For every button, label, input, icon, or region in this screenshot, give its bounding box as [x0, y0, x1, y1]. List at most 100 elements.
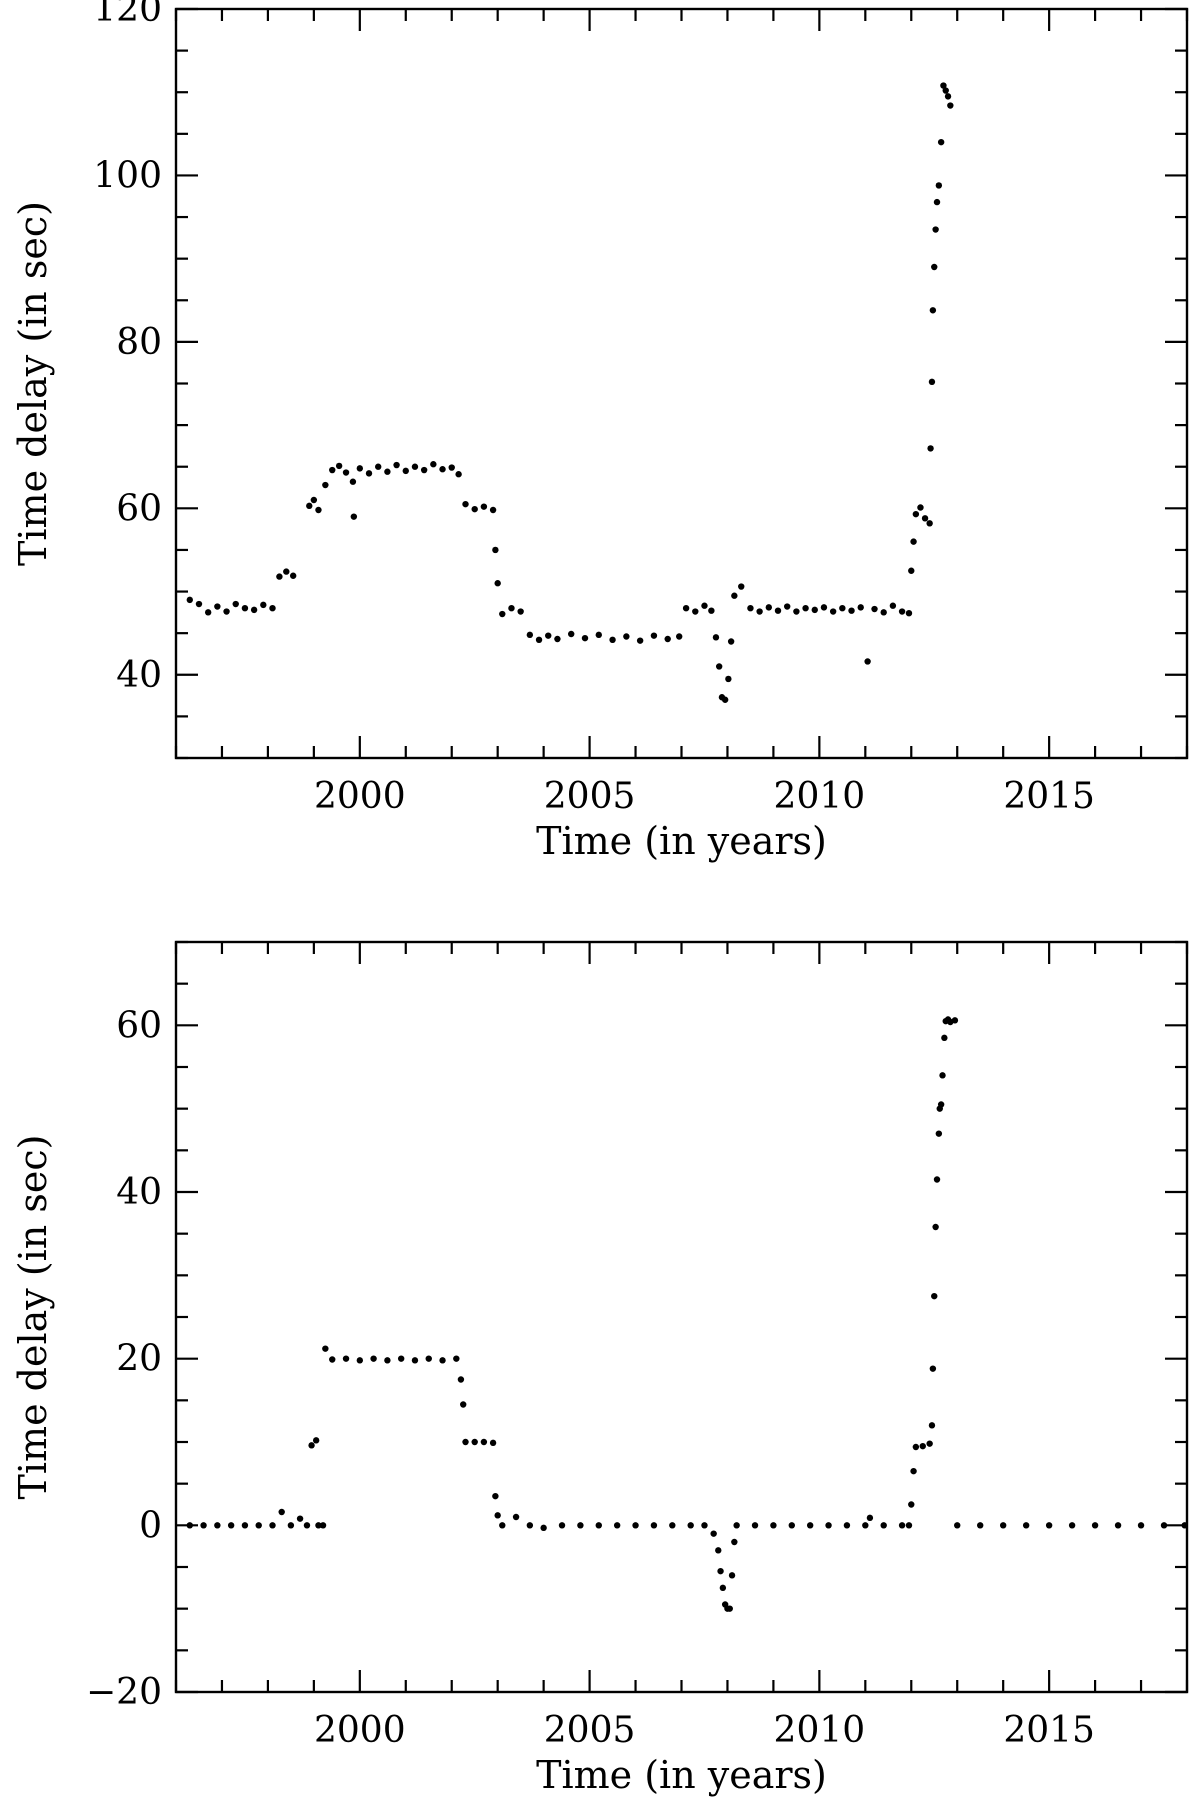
- data-point: [342, 1355, 350, 1362]
- y-tick-label: 20: [116, 1339, 162, 1380]
- data-point: [255, 1522, 262, 1529]
- data-point: [719, 1584, 727, 1592]
- data-point: [595, 1522, 602, 1529]
- data-point: [397, 1355, 405, 1362]
- data-point: [329, 466, 336, 474]
- data-point: [453, 1355, 460, 1362]
- x-tick-label: 2005: [544, 776, 636, 817]
- data-point: [492, 1492, 499, 1500]
- data-point: [806, 1522, 814, 1529]
- data-point: [682, 605, 690, 612]
- data-point: [319, 1522, 327, 1529]
- data-point: [312, 1437, 320, 1444]
- data-point: [214, 603, 221, 610]
- data-point: [306, 502, 313, 510]
- data-point: [577, 1522, 584, 1529]
- data-point: [793, 608, 800, 615]
- data-point: [756, 608, 763, 615]
- data-point: [342, 469, 350, 476]
- data-point: [356, 1357, 364, 1364]
- data-point: [889, 602, 897, 609]
- data-point: [223, 608, 230, 615]
- data-point: [1091, 1522, 1099, 1529]
- data-point: [471, 1438, 478, 1446]
- data-point: [921, 515, 929, 522]
- data-point: [420, 466, 428, 474]
- data-point: [1137, 1522, 1145, 1529]
- data-point: [460, 1401, 467, 1408]
- data-point: [910, 538, 917, 545]
- data-point: [708, 607, 715, 614]
- data-point: [526, 631, 534, 639]
- x-tick-label: 2015: [1003, 776, 1095, 817]
- data-point: [929, 1365, 937, 1372]
- data-point: [941, 1034, 948, 1042]
- data-point: [929, 307, 937, 314]
- y-tick-label: −20: [86, 1672, 162, 1713]
- data-point: [568, 630, 575, 638]
- data-point: [499, 1522, 506, 1529]
- x-tick-label: 2000: [314, 776, 406, 817]
- data-point: [880, 609, 887, 616]
- data-point: [783, 603, 791, 610]
- data-point: [908, 567, 915, 574]
- data-point: [731, 1538, 738, 1546]
- data-point: [411, 1357, 419, 1364]
- x-axis-label: Time (in years): [536, 1753, 827, 1797]
- data-point: [322, 481, 329, 489]
- data-point: [788, 1522, 795, 1529]
- data-point: [315, 506, 322, 514]
- chart-panel-top: 2000 2005 2010 2015 40 60 80 100 120 Time (in yea…: [11, 0, 1189, 863]
- data-point: [942, 87, 949, 94]
- data-point: [770, 1522, 777, 1529]
- data-point: [289, 572, 297, 579]
- data-point: [540, 1524, 547, 1532]
- data-point: [905, 1522, 913, 1529]
- data-point: [462, 1438, 469, 1446]
- data-point: [701, 602, 708, 609]
- data-point: [774, 607, 782, 614]
- chart-panel-bottom: 2000 2005 2010 2015 −20 0 20 40 60 Time (in years…: [11, 940, 1189, 1797]
- y-tick-label: 120: [93, 0, 162, 30]
- data-point: [310, 496, 318, 504]
- data-point: [933, 1176, 941, 1183]
- data-point: [494, 580, 501, 587]
- data-point: [489, 506, 497, 514]
- data-point: [820, 604, 828, 611]
- data-point: [664, 635, 671, 643]
- data-point: [908, 1501, 915, 1508]
- data-point: [425, 1355, 432, 1362]
- data-point: [692, 608, 699, 615]
- x-tick-label: 2010: [774, 776, 866, 817]
- data-point: [717, 1567, 724, 1575]
- data-point: [701, 1522, 708, 1529]
- data-point: [370, 1355, 377, 1362]
- data-point: [811, 606, 818, 614]
- data-point: [829, 608, 837, 615]
- data-point: [871, 605, 878, 613]
- x-tick-label: 2000: [314, 1710, 406, 1751]
- data-point: [204, 609, 212, 616]
- data-point: [898, 1522, 906, 1529]
- data-point: [931, 1292, 938, 1300]
- data-point: [650, 632, 658, 639]
- data-point: [365, 470, 373, 477]
- y-axis-label: Time delay (in sec): [11, 201, 55, 566]
- data-point: [315, 1522, 322, 1529]
- data-point: [241, 1522, 249, 1529]
- data-point: [508, 605, 515, 612]
- data-point: [733, 1522, 740, 1529]
- data-point: [715, 663, 723, 670]
- data-point: [728, 1572, 736, 1579]
- data-point: [687, 1522, 694, 1529]
- data-point: [494, 1512, 501, 1519]
- data-point: [999, 1522, 1007, 1529]
- data-point: [928, 378, 936, 386]
- data-point: [287, 1522, 295, 1529]
- data-point: [329, 1356, 336, 1363]
- data-point: [937, 1101, 945, 1108]
- data-point: [939, 1072, 946, 1079]
- data-point: [935, 1130, 943, 1137]
- x-axis-label: Time (in years): [536, 819, 827, 863]
- data-point: [322, 1345, 329, 1352]
